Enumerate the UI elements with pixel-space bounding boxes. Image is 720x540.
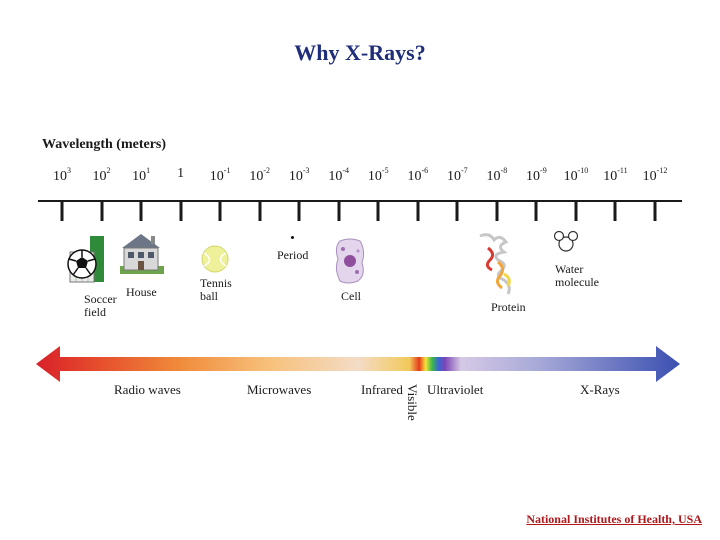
axis-label: Wavelength (meters) [42, 137, 167, 152]
tick-label: 10-10 [564, 166, 589, 185]
tick-exponent: 3 [67, 166, 71, 175]
tennis-ball-icon [201, 245, 229, 273]
tick-exponent: -4 [342, 166, 350, 175]
tick-base: 10 [526, 169, 541, 184]
tick-base: 10 [563, 169, 578, 184]
tick-mark [455, 201, 459, 221]
tick-mark [534, 201, 538, 221]
tick-base: 10 [367, 169, 382, 184]
tick-label: 10-7 [447, 166, 468, 185]
tick-base: 10 [288, 169, 303, 184]
protein-label: Protein [491, 300, 526, 314]
soccer-field-label: Soccer field [84, 292, 117, 319]
band-ultraviolet: Ultraviolet [427, 382, 484, 397]
band-radio-waves: Radio waves [114, 382, 181, 397]
tick-mark [495, 201, 499, 221]
tick-exponent: -6 [421, 166, 429, 175]
tick-label: 1 [177, 166, 184, 182]
tick-base: 10 [642, 169, 657, 184]
tick-exponent: -8 [500, 166, 508, 175]
page-title: Why X-Rays? [294, 40, 426, 65]
tick-mark [139, 201, 143, 221]
tick-exponent: -7 [460, 166, 468, 175]
period-label: Period [277, 248, 309, 262]
tick-label: 10-12 [643, 166, 668, 185]
cell-label: Cell [341, 289, 361, 303]
tick-base: 10 [407, 169, 422, 184]
tick-label: 10-3 [289, 166, 310, 185]
tick-mark [179, 201, 183, 221]
tick-exponent: 1 [146, 166, 151, 175]
band-visible: Visible [405, 384, 420, 421]
tick-base: 10 [53, 169, 67, 184]
tick-exponent: -10 [577, 166, 589, 175]
tennis-ball-label: Tennis ball [200, 276, 232, 303]
spectrum-arrow [36, 346, 680, 382]
house-icon [120, 234, 164, 274]
tick-exponent: -3 [302, 166, 310, 175]
tick-mark [218, 201, 222, 221]
tick-mark [416, 201, 420, 221]
house-label: House [126, 285, 157, 299]
band-infrared: Infrared [361, 382, 403, 397]
tick-label: 101 [132, 166, 150, 185]
tick-exponent: -9 [540, 166, 547, 175]
tick-exponent: -1 [223, 166, 231, 175]
tick-label: 10-11 [603, 166, 627, 185]
tick-base: 10 [486, 169, 501, 184]
cell-icon [335, 238, 365, 284]
tick-mark [653, 201, 657, 221]
water-molecule-icon [553, 230, 579, 252]
tick-exponent: -5 [381, 166, 389, 175]
tick-label: 10-6 [407, 166, 428, 185]
tick-base: 10 [328, 169, 343, 184]
tick-mark [258, 201, 262, 221]
tick-base: 10 [249, 169, 264, 184]
tick-label: 102 [93, 166, 111, 185]
tick-exponent: -2 [263, 166, 270, 175]
soccer-ball-icon [67, 249, 97, 279]
tick-base: 1 [177, 166, 185, 181]
tick-exponent: -12 [656, 166, 668, 175]
tick-base: 10 [132, 169, 147, 184]
tick-label: 103 [53, 166, 71, 185]
tick-base: 10 [446, 169, 461, 184]
tick-mark [613, 201, 617, 221]
tick-mark [337, 201, 341, 221]
tick-label: 10-5 [368, 166, 389, 185]
tick-base: 10 [603, 169, 618, 184]
tick-label: 10-4 [328, 166, 349, 185]
tick-mark [376, 201, 380, 221]
tick-base: 10 [209, 169, 224, 184]
tick-mark [574, 201, 578, 221]
tick-label: 10-8 [487, 166, 508, 185]
tick-mark [297, 201, 301, 221]
water-molecule-label: Water molecule [555, 262, 599, 289]
tick-label: 10-9 [526, 166, 547, 185]
tick-base: 10 [92, 169, 107, 184]
band-x-rays: X-Rays [580, 382, 620, 397]
tick-label: 10-1 [210, 166, 231, 185]
period-dot [291, 236, 294, 239]
protein-icon [479, 233, 511, 295]
tick-mark [60, 201, 64, 221]
tick-mark [100, 201, 104, 221]
tick-exponent: -11 [617, 166, 628, 175]
band-microwaves: Microwaves [247, 382, 312, 397]
tick-exponent: 2 [106, 166, 111, 175]
axis-line [38, 200, 682, 202]
tick-label: 10-2 [249, 166, 270, 185]
credit-link[interactable]: National Institutes of Health, USA [526, 512, 702, 526]
